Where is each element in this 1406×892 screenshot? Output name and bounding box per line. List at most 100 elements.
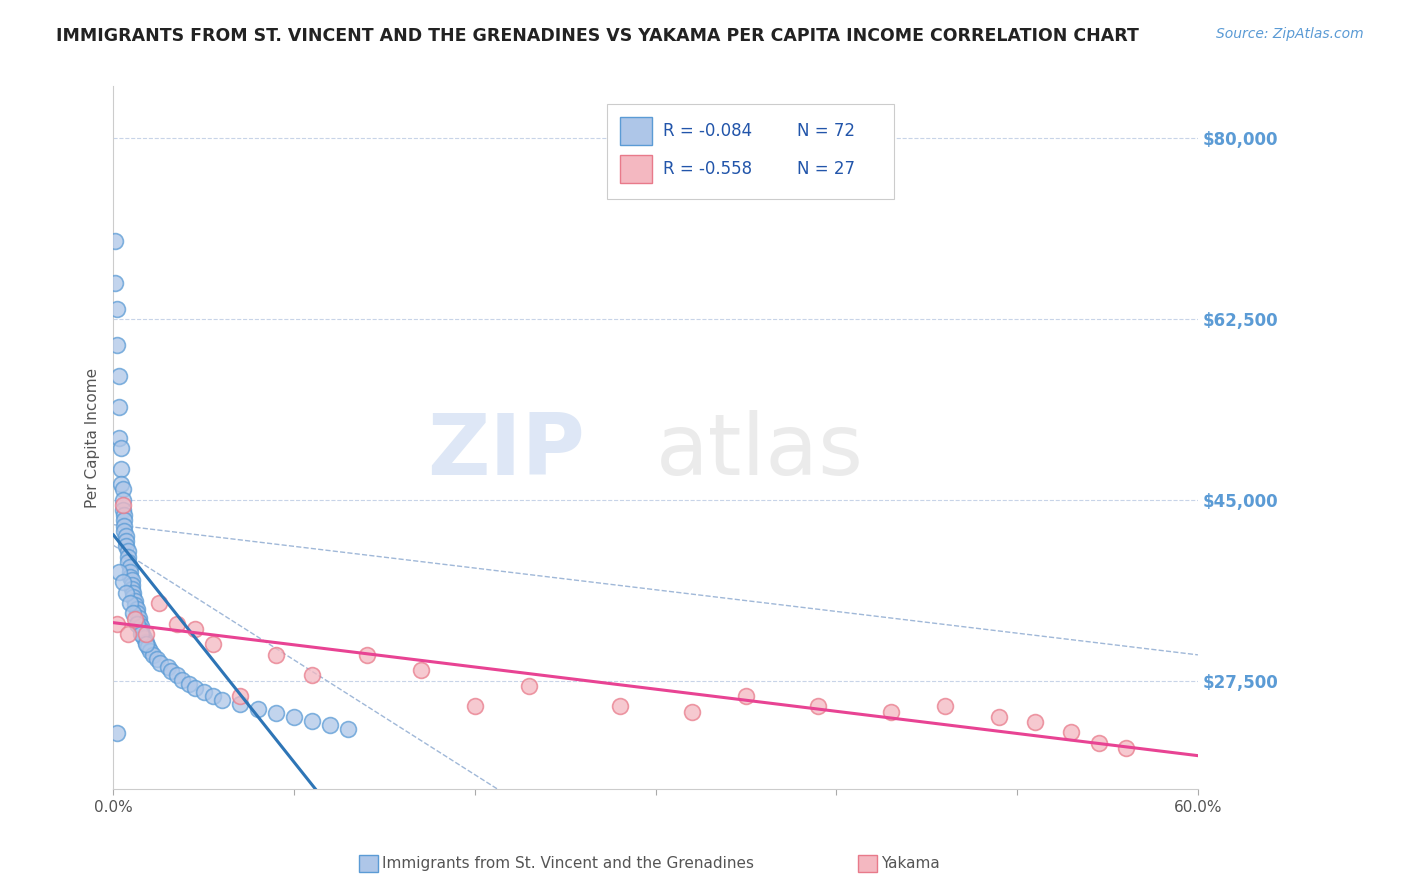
Point: [134, 632, 156, 646]
Point: [517, 679, 540, 693]
Point: [108, 431, 131, 445]
Point: [301, 714, 323, 728]
Point: [118, 596, 141, 610]
Text: ZIP: ZIP: [427, 410, 585, 493]
Point: [122, 590, 145, 604]
Point: [160, 665, 183, 679]
FancyBboxPatch shape: [607, 104, 894, 199]
Point: [108, 400, 131, 414]
Point: [121, 582, 143, 596]
Point: [108, 565, 131, 579]
Point: [131, 627, 153, 641]
Point: [104, 276, 127, 290]
Point: [112, 524, 135, 538]
Point: [193, 685, 215, 699]
Point: [115, 586, 138, 600]
Point: [105, 337, 128, 351]
Point: [122, 586, 145, 600]
Point: [117, 544, 139, 558]
Text: R = -0.558: R = -0.558: [664, 161, 752, 178]
Point: [110, 462, 132, 476]
Point: [179, 677, 201, 691]
Point: [247, 701, 270, 715]
Point: [301, 668, 323, 682]
Point: [115, 529, 138, 543]
Point: [118, 565, 141, 579]
Text: Immigrants from St. Vincent and the Grenadines: Immigrants from St. Vincent and the Gren…: [382, 856, 755, 871]
Text: atlas: atlas: [655, 410, 863, 493]
Point: [356, 648, 378, 662]
Point: [229, 689, 252, 703]
Point: [135, 627, 157, 641]
Point: [129, 627, 152, 641]
Point: [988, 710, 1011, 724]
FancyBboxPatch shape: [620, 117, 652, 145]
Point: [136, 640, 159, 654]
Point: [337, 722, 360, 736]
Point: [118, 560, 141, 574]
Point: [879, 705, 901, 719]
Point: [108, 368, 131, 383]
Point: [735, 689, 758, 703]
Text: N = 72: N = 72: [797, 121, 855, 140]
Point: [464, 699, 486, 714]
Point: [115, 539, 138, 553]
Point: [110, 441, 132, 455]
Point: [111, 483, 134, 497]
Point: [122, 607, 145, 621]
Point: [138, 643, 160, 657]
Point: [1024, 714, 1046, 729]
Point: [124, 612, 146, 626]
Point: [129, 623, 152, 637]
Point: [118, 570, 141, 584]
Point: [129, 619, 152, 633]
Point: [1060, 725, 1083, 739]
Point: [115, 534, 138, 549]
Point: [112, 508, 135, 523]
Point: [148, 596, 170, 610]
Point: [1115, 740, 1137, 755]
Point: [319, 718, 342, 732]
Point: [111, 492, 134, 507]
Point: [112, 518, 135, 533]
Point: [184, 681, 207, 695]
Point: [609, 699, 631, 714]
Point: [1087, 736, 1109, 750]
Point: [117, 555, 139, 569]
Point: [121, 574, 143, 588]
Point: [264, 648, 287, 662]
Point: [117, 549, 139, 564]
Point: [125, 616, 148, 631]
Text: R = -0.084: R = -0.084: [664, 121, 752, 140]
Text: Yakama: Yakama: [882, 856, 941, 871]
Point: [166, 616, 188, 631]
Point: [112, 513, 135, 527]
Point: [146, 652, 169, 666]
Point: [135, 635, 157, 649]
Text: IMMIGRANTS FROM ST. VINCENT AND THE GRENADINES VS YAKAMA PER CAPITA INCOME CORRE: IMMIGRANTS FROM ST. VINCENT AND THE GREN…: [56, 27, 1139, 45]
Point: [149, 656, 172, 670]
Point: [211, 693, 233, 707]
FancyBboxPatch shape: [620, 155, 652, 184]
Point: [184, 622, 207, 636]
Point: [121, 577, 143, 591]
Point: [105, 616, 128, 631]
Point: [264, 706, 287, 720]
Point: [111, 503, 134, 517]
Point: [105, 301, 128, 316]
Point: [934, 699, 956, 714]
Point: [125, 602, 148, 616]
Point: [128, 615, 150, 629]
Point: [111, 575, 134, 590]
Point: [166, 668, 188, 682]
Point: [201, 689, 224, 703]
Point: [229, 698, 252, 712]
Point: [117, 627, 139, 641]
Point: [105, 726, 128, 740]
Point: [104, 235, 127, 249]
Point: [172, 673, 194, 687]
Point: [409, 663, 432, 677]
Point: [201, 637, 224, 651]
Point: [124, 598, 146, 612]
Point: [681, 705, 703, 719]
